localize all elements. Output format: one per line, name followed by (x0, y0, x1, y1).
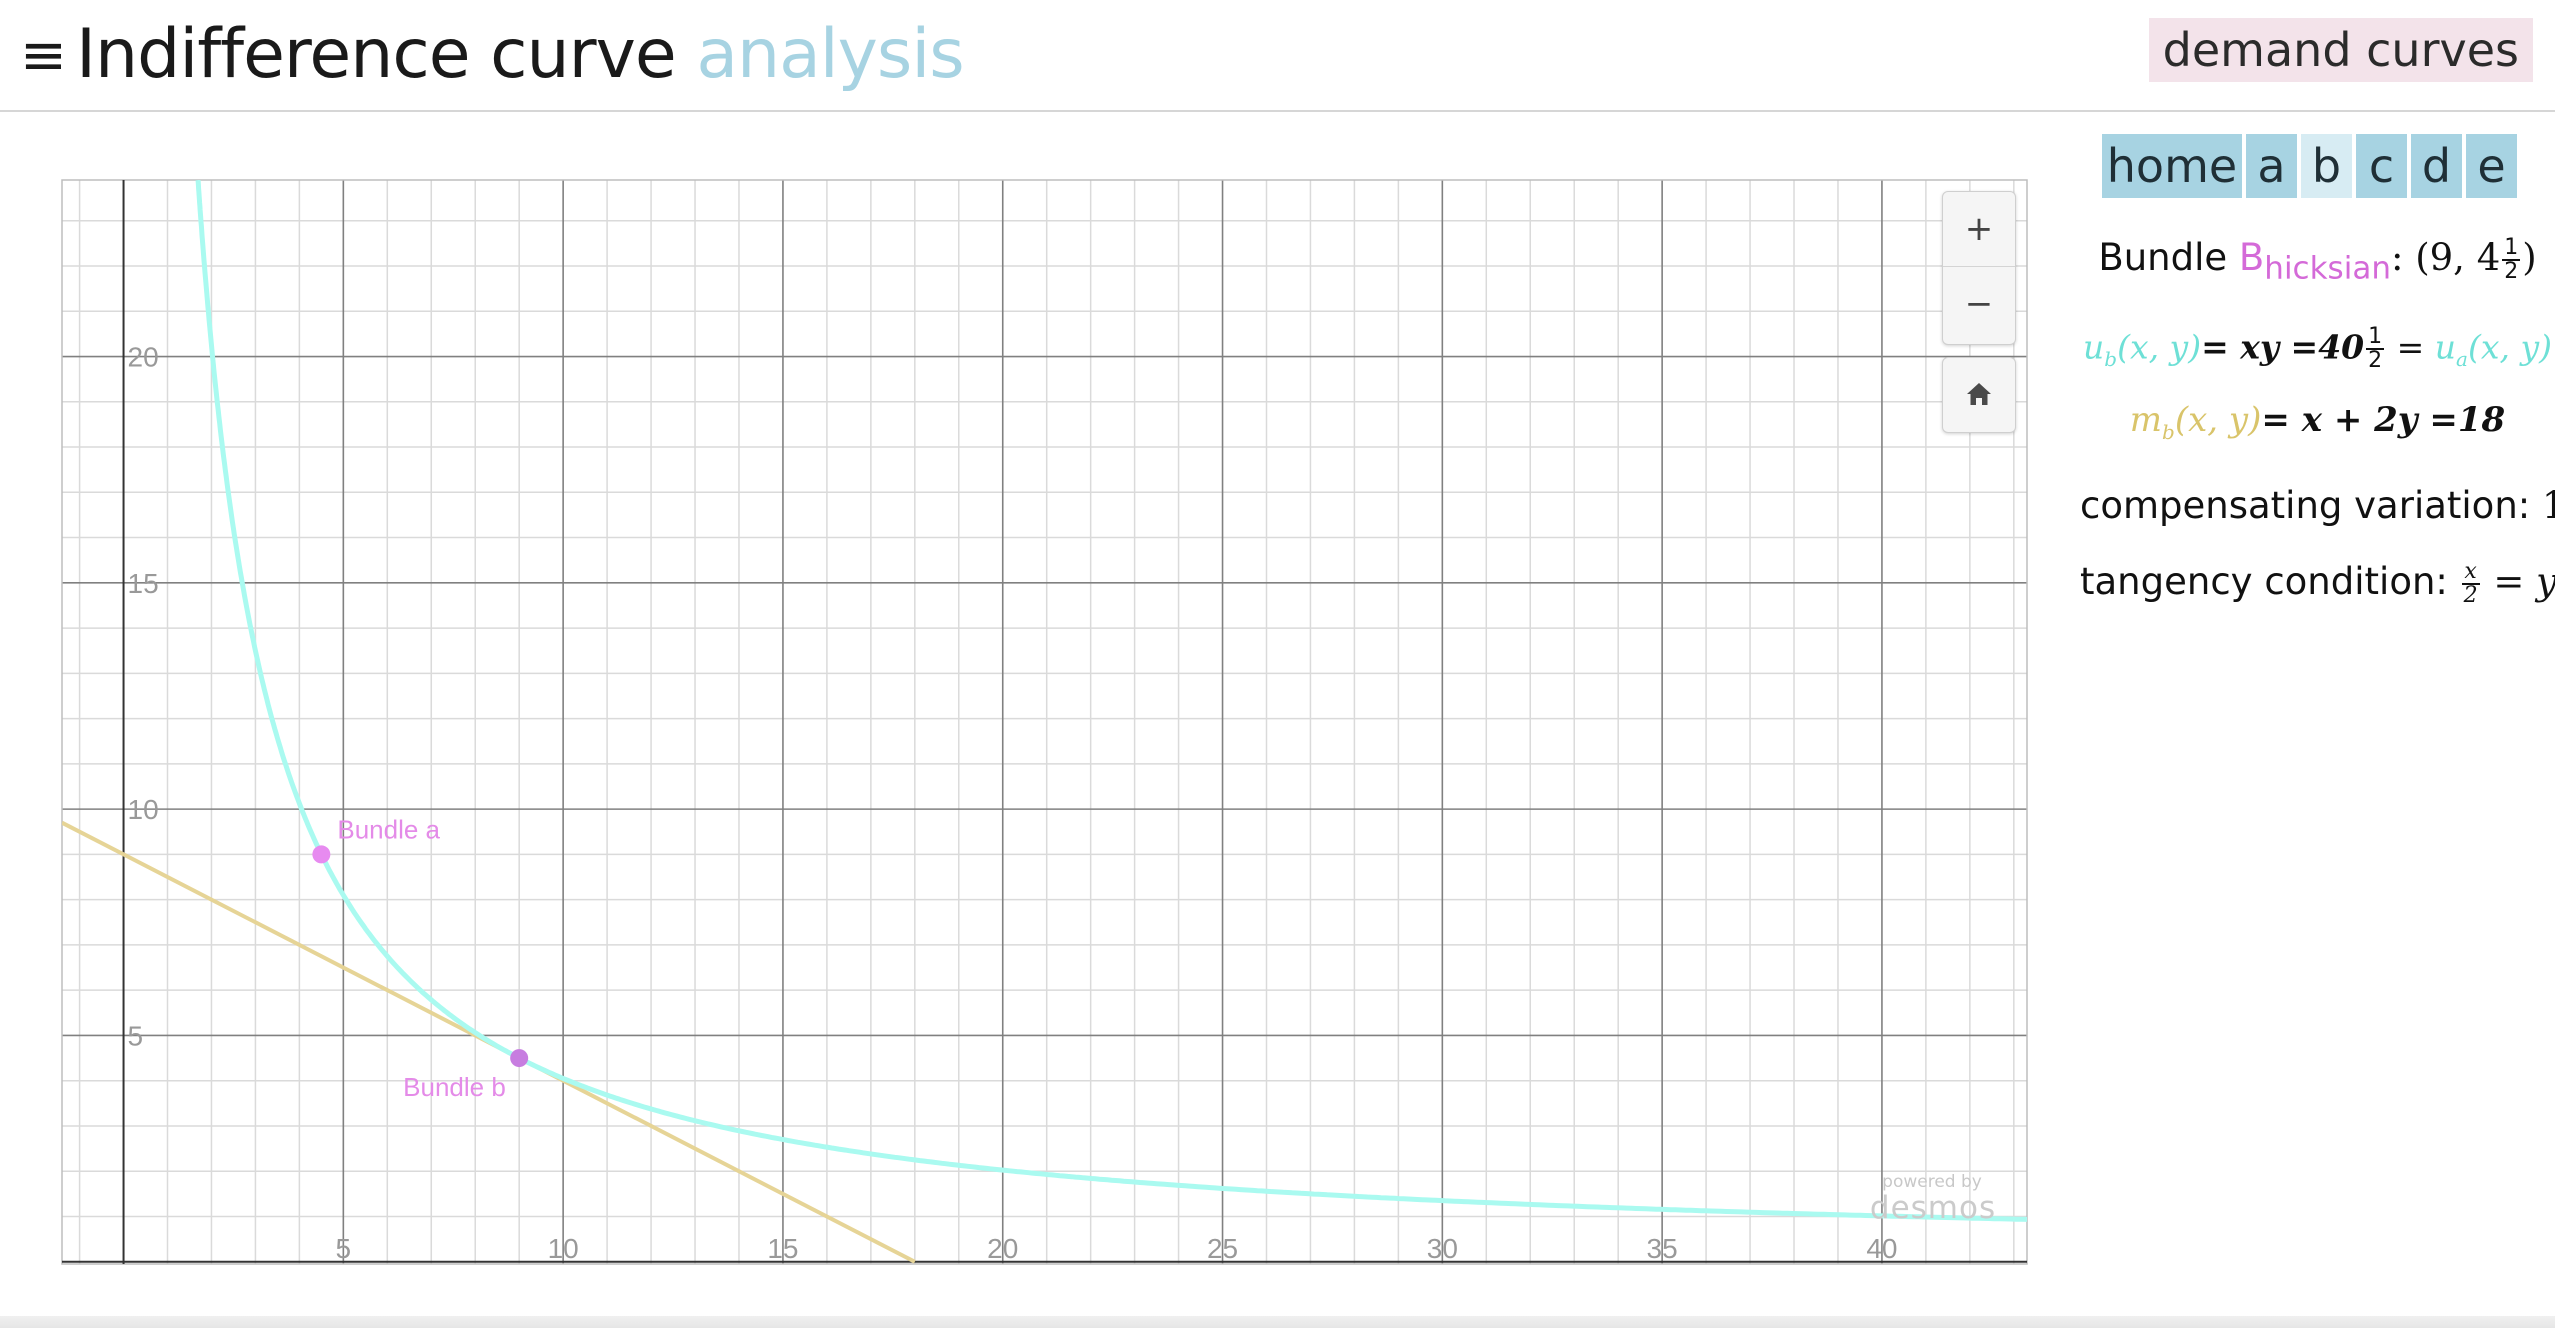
budget-rhs: = x + 2y =18 (2261, 400, 2506, 440)
title-main: Indifference curve (76, 15, 677, 94)
compensating-variation: compensating variation: 18 (2080, 484, 2555, 527)
x-tick-label: 5 (336, 1233, 352, 1264)
utility-lhs-sub: b (2104, 347, 2118, 372)
bundle-b-point (510, 1049, 529, 1068)
utility-frac-num: 1 (2366, 324, 2385, 350)
utility-lhs: u (2083, 327, 2105, 367)
tab-a[interactable]: a (2246, 134, 2297, 198)
x-tick-label: 30 (1427, 1233, 1458, 1264)
y-tick-label: 5 (128, 1020, 144, 1051)
budget-lhs-args: (x, y) (2174, 400, 2262, 440)
bundle-line: Bundle Bhicksian: (9, 4 1 2) (2080, 236, 2555, 286)
y-tick-label: 20 (128, 342, 159, 373)
y-tick-label: 15 (128, 568, 159, 599)
indifference-curve (195, 180, 2027, 1222)
header: ≡ Indifference curve analysis demand cur… (0, 0, 2555, 112)
page-title: Indifference curve analysis (76, 12, 965, 98)
utility-equation: ub(x, y)= xy =40 1 2 = ua(x, y) (2080, 326, 2555, 372)
demand-curves-button[interactable]: demand curves (2148, 18, 2533, 82)
tab-b[interactable]: b (2301, 134, 2352, 198)
tab-home[interactable]: home (2102, 134, 2242, 198)
bundle-prefix: Bundle (2098, 236, 2239, 279)
indifference-chart[interactable]: 5 10 15 20 25 30 35 40 5 10 15 20 Bundle a Bundle b (0, 112, 2060, 1328)
x-tick-label: 35 (1647, 1233, 1678, 1264)
powered-by-label: powered by (1882, 1172, 1982, 1192)
utility-rhs-sub: a (2456, 347, 2468, 372)
cv-value: 18 (2542, 484, 2555, 527)
utility-rhs: u (2434, 327, 2457, 367)
tab-c[interactable]: c (2356, 134, 2407, 198)
utility-frac-den: 2 (2368, 348, 2383, 373)
bundle-a-point (312, 845, 331, 864)
footer-bar (0, 1316, 2555, 1328)
tangency-frac-num: x (2461, 560, 2480, 585)
zoom-in-button[interactable]: + (1943, 192, 2015, 267)
bundle-b-label: Bundle b (403, 1072, 506, 1102)
bundle-value-start: : (9, 4 (2390, 236, 2501, 279)
x-tick-label: 25 (1207, 1233, 1238, 1264)
bundle-a-label: Bundle a (337, 814, 440, 844)
tangency-rhs: = y (2481, 560, 2555, 603)
bundle-value-end: ) (2522, 236, 2537, 279)
graph-home-button[interactable] (1942, 357, 2016, 433)
utility-eq: = (2386, 327, 2435, 367)
tangency-label: tangency condition: (2080, 560, 2460, 603)
bundle-subscript: hicksian (2264, 250, 2391, 287)
y-tick-label: 10 (128, 794, 159, 825)
title-accent: analysis (696, 15, 964, 94)
bundle-frac-num: 1 (2502, 234, 2521, 261)
cv-label: compensating variation: (2080, 484, 2542, 527)
x-tick-label: 20 (987, 1233, 1018, 1264)
utility-mid: = xy =40 (2201, 327, 2365, 367)
utility-rhs-args: (x, y) (2467, 327, 2552, 367)
x-tick-label: 10 (548, 1233, 579, 1264)
x-tick-label: 40 (1866, 1233, 1897, 1264)
budget-lhs: m (2129, 400, 2163, 440)
budget-equation: mb(x, y)= x + 2y =18 (2080, 400, 2555, 444)
bundle-frac-den: 2 (2504, 258, 2519, 284)
zoom-out-button[interactable]: − (1964, 284, 1994, 324)
budget-lhs-sub: b (2162, 419, 2175, 444)
graph-area[interactable]: 5 10 15 20 25 30 35 40 5 10 15 20 Bundle a Bundle b (0, 112, 2060, 1328)
tab-d[interactable]: d (2411, 134, 2462, 198)
zoom-controls: + − (1942, 191, 2016, 345)
home-icon (1967, 383, 1991, 405)
hamburger-menu-icon[interactable]: ≡ (20, 23, 67, 88)
tab-e[interactable]: e (2466, 134, 2517, 198)
desmos-logo[interactable]: desmos (1869, 1190, 1997, 1226)
x-tick-label: 15 (767, 1233, 798, 1264)
plot-border (61, 179, 2028, 1265)
bundle-name: B (2238, 236, 2265, 279)
tangency-frac-den: 2 (2463, 582, 2478, 608)
utility-lhs-args: (x, y) (2117, 327, 2202, 367)
bundle-nav: home a b c d e (2102, 134, 2517, 198)
